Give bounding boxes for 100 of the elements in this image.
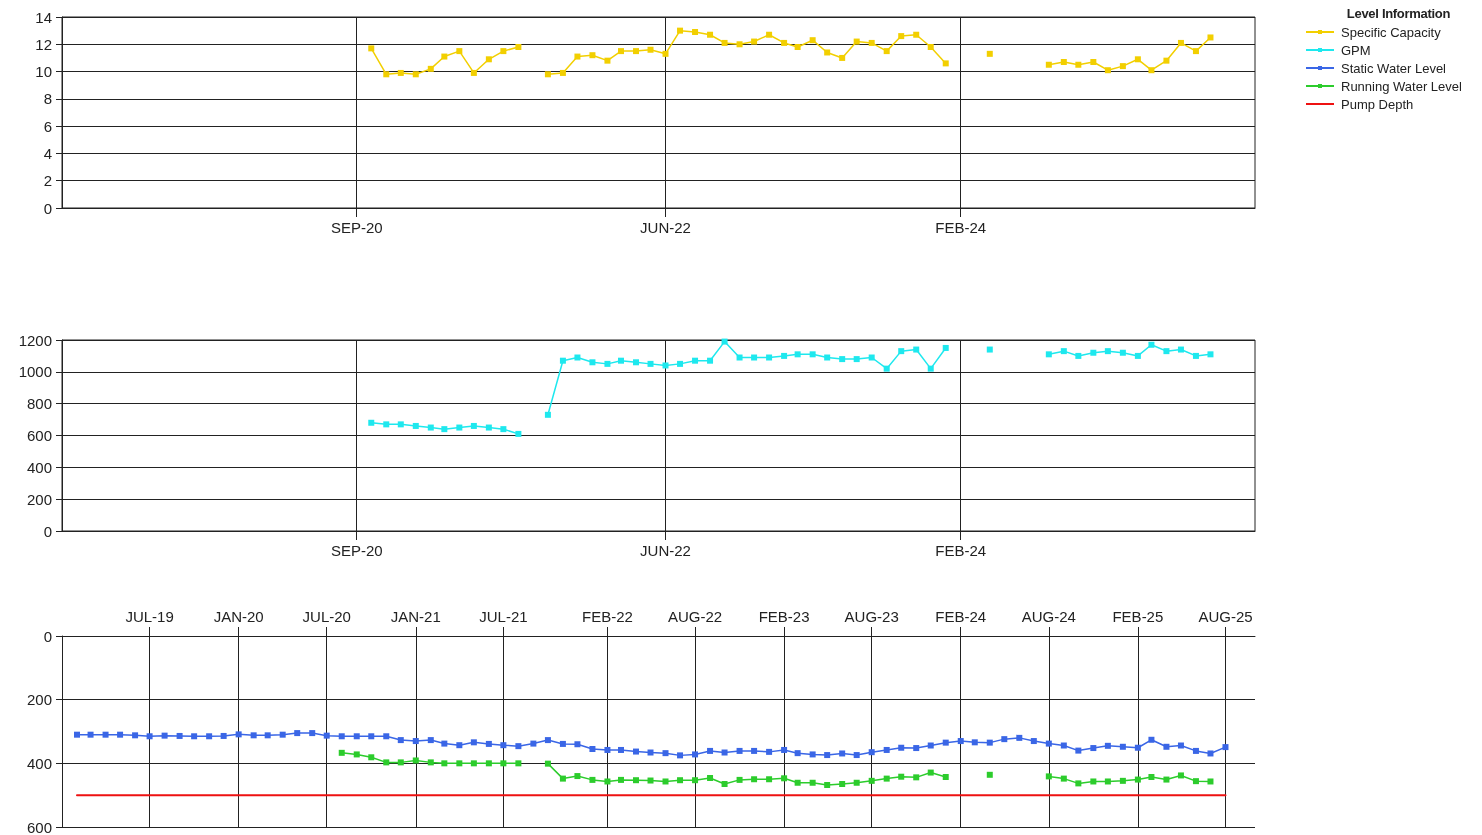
point xyxy=(427,424,434,431)
point xyxy=(1104,67,1111,74)
x-tick-label: AUG-25 xyxy=(1198,608,1253,625)
point xyxy=(1192,778,1199,785)
point xyxy=(898,773,905,780)
point xyxy=(898,348,905,355)
point xyxy=(839,54,846,61)
point xyxy=(1163,776,1170,783)
y-tick-label: 0 xyxy=(43,627,52,645)
point xyxy=(809,779,816,786)
point xyxy=(559,69,566,76)
point xyxy=(853,38,860,45)
point xyxy=(1075,352,1082,359)
y-tick-label: 400 xyxy=(26,754,52,772)
point xyxy=(1060,775,1067,782)
point xyxy=(986,346,993,353)
point xyxy=(942,774,949,781)
point xyxy=(604,778,611,785)
point xyxy=(617,48,624,55)
point xyxy=(707,31,714,38)
point xyxy=(707,774,714,781)
point xyxy=(1207,34,1214,41)
y-tick-label: 2 xyxy=(43,172,52,190)
point xyxy=(589,776,596,783)
point xyxy=(721,39,728,46)
point xyxy=(412,71,419,78)
point xyxy=(1148,341,1155,348)
point xyxy=(677,777,684,784)
point xyxy=(441,760,448,767)
point xyxy=(1060,59,1067,66)
point xyxy=(824,354,831,361)
point xyxy=(500,48,507,55)
point xyxy=(721,781,728,788)
point xyxy=(485,56,492,63)
point xyxy=(707,357,714,364)
point xyxy=(809,37,816,44)
point xyxy=(1090,349,1097,356)
point xyxy=(927,365,934,372)
point xyxy=(456,424,463,431)
point xyxy=(913,31,920,38)
y-tick-label: 1000 xyxy=(18,363,52,381)
y-tick-label: 1200 xyxy=(18,331,52,349)
x-tick-label: FEB-22 xyxy=(582,608,633,625)
point xyxy=(766,354,773,361)
point xyxy=(898,33,905,40)
point xyxy=(397,69,404,76)
point xyxy=(1192,352,1199,359)
point xyxy=(913,774,920,781)
point xyxy=(1119,777,1126,784)
point xyxy=(1148,67,1155,74)
y-tick-label: 14 xyxy=(35,8,52,26)
point xyxy=(633,359,639,366)
point xyxy=(927,769,934,776)
point xyxy=(1163,348,1170,355)
x-tick-label: JUL-20 xyxy=(302,608,351,625)
point xyxy=(794,351,801,358)
point xyxy=(662,50,669,57)
point xyxy=(544,760,551,767)
x-tick-label: FEB-25 xyxy=(1112,608,1164,625)
point xyxy=(1177,346,1184,353)
legend-label: Static Water Level xyxy=(1341,60,1447,76)
point xyxy=(485,424,492,431)
point xyxy=(794,779,801,786)
point xyxy=(868,354,875,361)
point xyxy=(1177,39,1184,46)
point xyxy=(853,779,860,786)
point xyxy=(383,421,390,428)
point xyxy=(1060,348,1067,355)
point xyxy=(589,359,596,366)
point xyxy=(913,346,920,353)
y-tick-label: 12 xyxy=(35,35,52,53)
x-tick-label: AUG-23 xyxy=(844,608,899,625)
point xyxy=(589,52,596,59)
point xyxy=(839,356,846,363)
point xyxy=(781,775,788,782)
y-tick-label: 600 xyxy=(26,818,52,835)
point xyxy=(441,53,448,60)
x-tick-label: JUN-22 xyxy=(640,219,691,236)
legend-label: Specific Capacity xyxy=(1341,24,1441,40)
point xyxy=(412,757,419,764)
point xyxy=(544,71,551,78)
point xyxy=(515,44,522,51)
point xyxy=(1192,48,1199,55)
point xyxy=(1045,773,1052,780)
point xyxy=(692,357,699,364)
point xyxy=(515,760,522,767)
point xyxy=(338,749,345,756)
legend-title: Level Information xyxy=(1345,6,1452,21)
x-tick-label: AUG-24 xyxy=(1021,608,1076,625)
y-tick-label: 6 xyxy=(43,117,52,135)
point xyxy=(1104,348,1111,355)
legend-label: GPM xyxy=(1341,42,1371,58)
point xyxy=(647,46,654,53)
x-tick-label: JUL-19 xyxy=(125,608,174,625)
point xyxy=(927,44,934,51)
y-tick-label: 400 xyxy=(26,458,52,476)
point xyxy=(383,71,390,78)
point xyxy=(515,430,522,437)
point xyxy=(500,426,507,433)
point xyxy=(633,48,639,55)
